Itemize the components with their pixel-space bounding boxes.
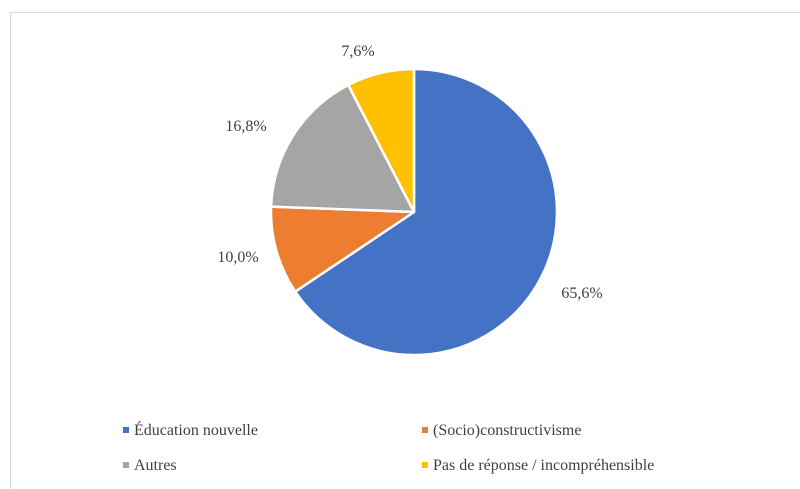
legend-label: (Socio)constructivisme [433,422,581,439]
pie-slice-ducation-nouvelle [293,67,559,357]
legend-item: Autres [123,457,177,474]
pie-slice-pas-de-r-ponse-incompr-hensible [347,67,416,214]
legend-swatch [422,427,428,433]
legend-label: Pas de réponse / incompréhensible [433,457,654,474]
data-label: 10,0% [217,249,258,266]
data-label: 16,8% [225,118,266,135]
legend: Éducation nouvelle (Socio)constructivisme… [123,420,654,474]
chart-frame [10,12,800,489]
legend-swatch [123,462,129,468]
pie-slice-autres [269,83,416,214]
pie-slice-socio-constructivisme [269,205,416,293]
legend-item: Éducation nouvelle [123,420,258,439]
legend-label: Éducation nouvelle [134,420,258,439]
legend-item: Pas de réponse / incompréhensible [422,457,654,474]
legend-swatch [123,427,129,433]
legend-swatch [422,462,428,468]
pie-slices [269,67,559,357]
legend-label: Autres [134,457,177,474]
data-label: 65,6% [561,285,602,302]
legend-item: (Socio)constructivisme [422,422,581,439]
data-label: 7,6% [341,43,374,60]
